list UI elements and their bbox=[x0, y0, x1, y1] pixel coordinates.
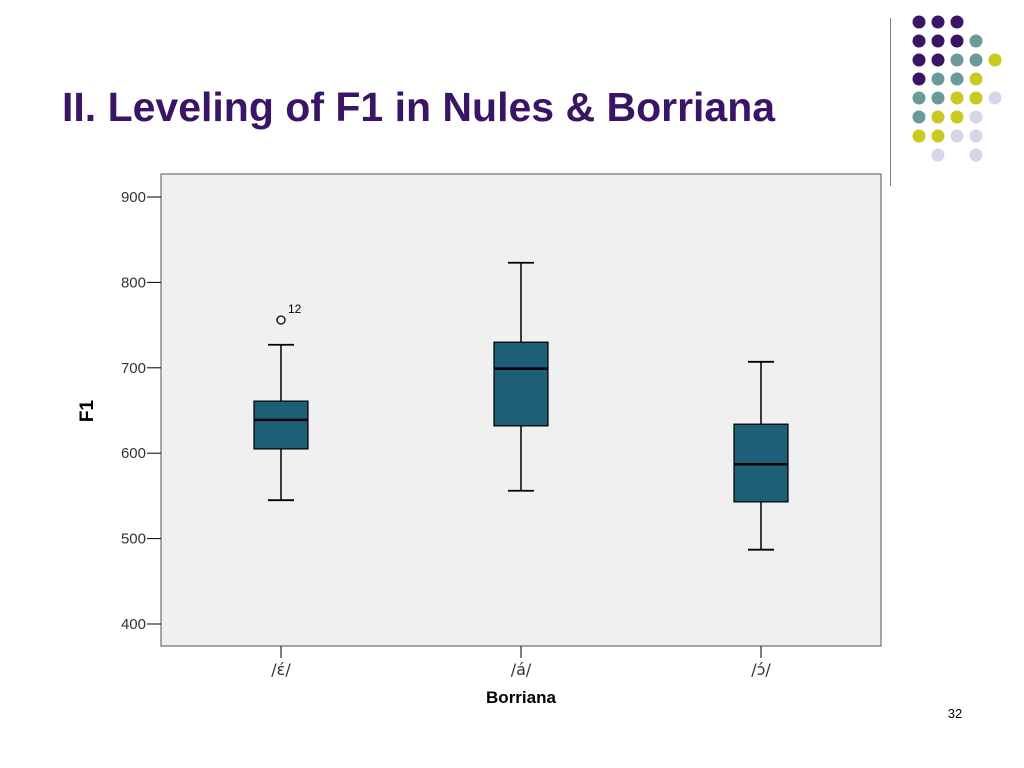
box-iqr bbox=[253, 400, 309, 450]
y-tick-label: 400 bbox=[121, 616, 146, 633]
decorative-dot bbox=[912, 34, 926, 48]
y-tick-label: 600 bbox=[121, 445, 146, 462]
decorative-dot bbox=[912, 15, 926, 29]
decorative-dot bbox=[969, 72, 983, 86]
decorative-dot bbox=[969, 110, 983, 124]
outlier-point bbox=[276, 315, 286, 325]
decorative-dot bbox=[931, 129, 945, 143]
decorative-dot-grid bbox=[912, 15, 1002, 162]
x-tick-label: /á/ bbox=[511, 660, 532, 679]
x-tick-label: /έ/ bbox=[271, 660, 291, 679]
decorative-dot bbox=[950, 34, 964, 48]
slide-number: 32 bbox=[947, 706, 963, 721]
y-tick-label: 900 bbox=[121, 189, 146, 206]
decorative-dot bbox=[950, 129, 964, 143]
decorative-dot bbox=[931, 91, 945, 105]
decorative-dot bbox=[931, 15, 945, 29]
decorative-dot bbox=[931, 148, 945, 162]
slide-title: II. Leveling of F1 in Nules & Borriana bbox=[62, 84, 776, 130]
decorative-dot bbox=[912, 110, 926, 124]
decorative-dot bbox=[931, 110, 945, 124]
decorative-dot bbox=[950, 110, 964, 124]
y-tick-label: 700 bbox=[121, 360, 146, 377]
decorative-dot bbox=[931, 34, 945, 48]
decorative-dot bbox=[988, 53, 1002, 67]
decorative-dot bbox=[912, 53, 926, 67]
box-iqr bbox=[733, 423, 789, 503]
y-tick-label: 800 bbox=[121, 274, 146, 291]
decorative-dot bbox=[950, 91, 964, 105]
x-axis-label: Borriana bbox=[486, 688, 556, 707]
decorative-dot bbox=[912, 91, 926, 105]
decorative-dot bbox=[988, 91, 1002, 105]
decorative-dot bbox=[950, 53, 964, 67]
decorative-divider-line bbox=[890, 18, 891, 186]
outlier-label: 12 bbox=[288, 302, 302, 316]
y-axis-label: F1 bbox=[77, 399, 98, 422]
decorative-dot bbox=[969, 53, 983, 67]
decorative-dot bbox=[912, 72, 926, 86]
decorative-dot bbox=[931, 53, 945, 67]
decorative-dot bbox=[950, 15, 964, 29]
y-tick-label: 500 bbox=[121, 531, 146, 548]
decorative-dot bbox=[969, 91, 983, 105]
decorative-dot bbox=[969, 129, 983, 143]
decorative-dot bbox=[969, 148, 983, 162]
decorative-dot bbox=[912, 129, 926, 143]
decorative-dot bbox=[969, 34, 983, 48]
decorative-dot bbox=[950, 72, 964, 86]
box-iqr bbox=[493, 341, 549, 427]
decorative-dot bbox=[931, 72, 945, 86]
x-tick-label: /ɔ́/ bbox=[751, 660, 771, 679]
